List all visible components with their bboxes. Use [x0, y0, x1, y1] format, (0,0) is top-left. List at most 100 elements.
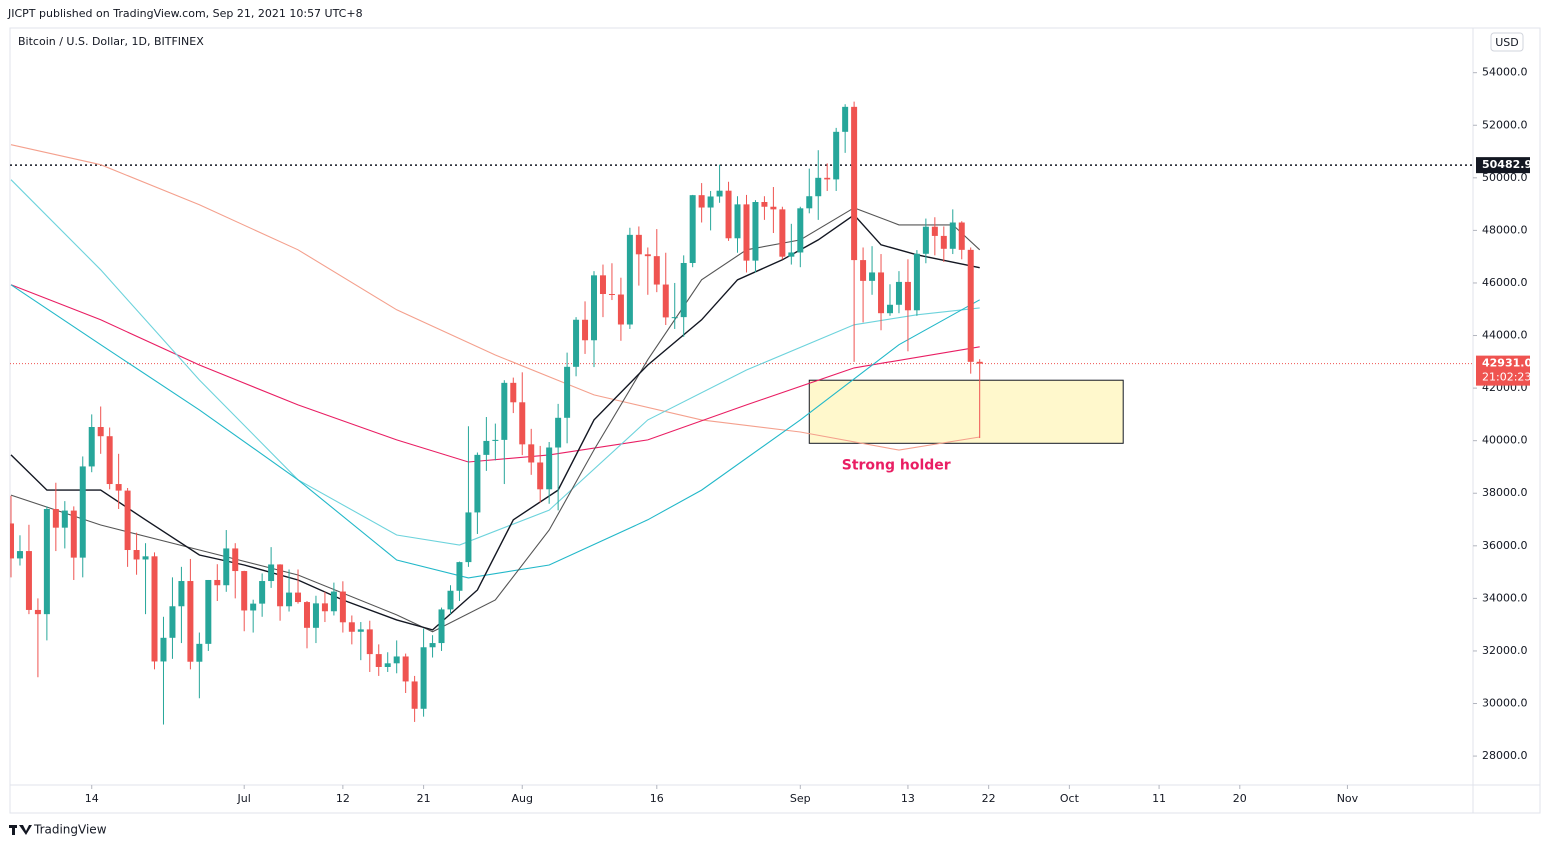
candle-body: [151, 556, 158, 662]
candle-body: [895, 281, 902, 305]
candle-body: [779, 209, 786, 257]
x-tick-label: 21: [417, 792, 431, 805]
x-tick-label: 16: [650, 792, 664, 805]
candle-body: [743, 204, 750, 261]
candle-body: [869, 272, 876, 281]
candle-body: [949, 222, 956, 249]
y-tick-label: 50000.0: [1482, 171, 1528, 184]
candle-body: [429, 643, 436, 648]
candle-body: [321, 603, 328, 612]
tv-logo: [9, 825, 32, 835]
candle-body: [277, 564, 284, 607]
y-tick-label: 28000.0: [1482, 749, 1528, 762]
candle-body: [160, 637, 167, 662]
candle-body: [456, 562, 463, 591]
last-price-badge: [1476, 355, 1530, 386]
y-tick-label: 54000.0: [1482, 66, 1528, 79]
candle-body: [79, 466, 86, 558]
candle-body: [608, 294, 615, 296]
candle-body: [940, 235, 947, 249]
candle-body: [689, 195, 696, 263]
candle-body: [402, 656, 409, 682]
candle-body: [393, 656, 400, 664]
candle-body: [626, 234, 633, 325]
candle-body: [43, 509, 50, 615]
candle-body: [312, 603, 319, 628]
candle-body: [492, 439, 499, 441]
ma-line: [10, 179, 980, 546]
candle-body: [519, 402, 526, 445]
candle-body: [61, 510, 68, 528]
candle-body: [913, 253, 920, 311]
candle-body: [967, 249, 974, 362]
candle-body: [528, 444, 535, 463]
candle-body: [662, 284, 669, 318]
candle-body: [295, 592, 302, 603]
candle-body: [268, 564, 275, 582]
candle-body: [447, 590, 454, 610]
candle-body: [716, 190, 723, 197]
currency: USD: [1495, 36, 1519, 49]
candle-body: [573, 319, 580, 367]
candle-body: [88, 427, 95, 467]
pane-border: [9, 27, 1541, 814]
candle-body: [904, 281, 911, 311]
candle-body: [357, 629, 364, 632]
candle-body: [582, 319, 589, 341]
candle-body: [115, 484, 122, 491]
candle-body: [438, 609, 445, 644]
candle-body: [411, 681, 418, 709]
currency-badge[interactable]: [1490, 32, 1524, 52]
x-tick-label: 14: [85, 792, 99, 805]
symbol-title: Bitcoin / U.S. Dollar, 1D, BITFINEX: [18, 35, 204, 48]
x-tick-label: Oct: [1060, 792, 1080, 805]
candle-body: [976, 361, 983, 364]
candle-body: [725, 190, 732, 239]
candle-body: [878, 272, 885, 314]
candle-body: [644, 254, 651, 257]
candle-body: [232, 548, 239, 572]
candle-body: [635, 234, 642, 255]
candle-body: [124, 490, 131, 551]
ma-line: [10, 144, 980, 451]
candle-body: [860, 260, 867, 281]
candle-body: [348, 622, 355, 632]
y-tick-label: 34000.0: [1482, 591, 1528, 604]
candle-body: [330, 591, 337, 612]
candle-body: [366, 629, 373, 655]
candle-body: [617, 294, 624, 325]
candle-body: [707, 196, 714, 208]
ma-line: [10, 213, 980, 631]
candle-body: [958, 222, 965, 250]
candle-body: [34, 609, 41, 615]
candle-body: [824, 177, 831, 180]
candle-body: [142, 556, 149, 560]
candle-body: [106, 436, 113, 485]
candle-body: [339, 591, 346, 623]
candle-body: [375, 654, 382, 667]
annotation: Strong holder: [842, 457, 951, 473]
y-tick-label: 44000.0: [1482, 329, 1528, 342]
candle-body: [474, 454, 481, 513]
candle-body: [734, 204, 741, 239]
candle-body: [797, 208, 804, 253]
candle-body: [851, 106, 858, 261]
y-tick-label: 48000.0: [1482, 223, 1528, 236]
plot: [10, 101, 1473, 725]
candle-body: [214, 579, 221, 586]
y-tick-label: 46000.0: [1482, 276, 1528, 289]
candle-body: [806, 196, 813, 209]
x-tick-label: Sep: [790, 792, 811, 805]
candle-body: [671, 317, 678, 319]
candle-body: [931, 226, 938, 236]
candle-body: [223, 548, 230, 586]
countdown: 21:02:23: [1482, 371, 1531, 384]
candle-body: [70, 510, 77, 558]
x-tick-label: 13: [901, 792, 915, 805]
y-tick-label: 36000.0: [1482, 539, 1528, 552]
candle-body: [384, 663, 391, 667]
candle-body: [259, 581, 266, 604]
candle-body: [546, 447, 553, 490]
